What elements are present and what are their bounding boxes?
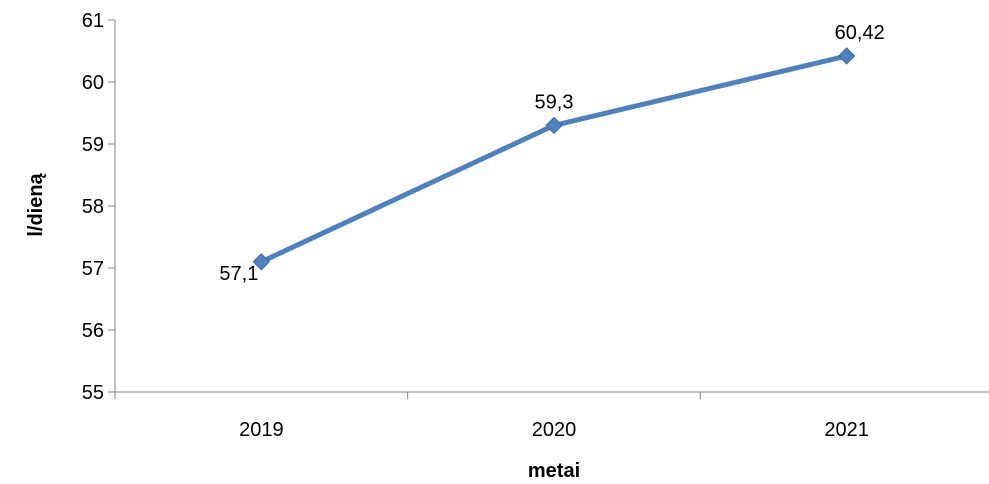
x-axis-title: metai [528,460,580,482]
data-label: 57,1 [219,263,258,285]
y-tick-label: 60 [82,72,104,94]
data-label: 59,3 [535,91,574,113]
y-tick-label: 55 [82,382,104,404]
y-tick-label: 61 [82,10,104,32]
y-tick-label: 59 [82,134,104,156]
data-point-marker [837,47,856,65]
data-label: 60,42 [835,22,885,44]
x-tick-label: 2021 [824,419,869,441]
x-ticks: 2019 2020 2021 [114,392,869,441]
data-point-marker [545,116,563,135]
data-point-marker [252,253,271,271]
y-tick-label: 56 [82,320,104,342]
y-tick-label: 57 [82,258,104,280]
y-tick-label: 58 [82,196,104,218]
series-layer [252,47,856,271]
y-axis-title: l/dieną [25,172,47,236]
data-labels: 57,1 59,3 60,42 [219,22,884,285]
y-ticks: 55 56 57 58 59 60 61 [82,10,115,404]
x-tick-label: 2020 [532,419,577,441]
series-line [258,53,850,265]
x-tick-label: 2019 [239,419,284,441]
